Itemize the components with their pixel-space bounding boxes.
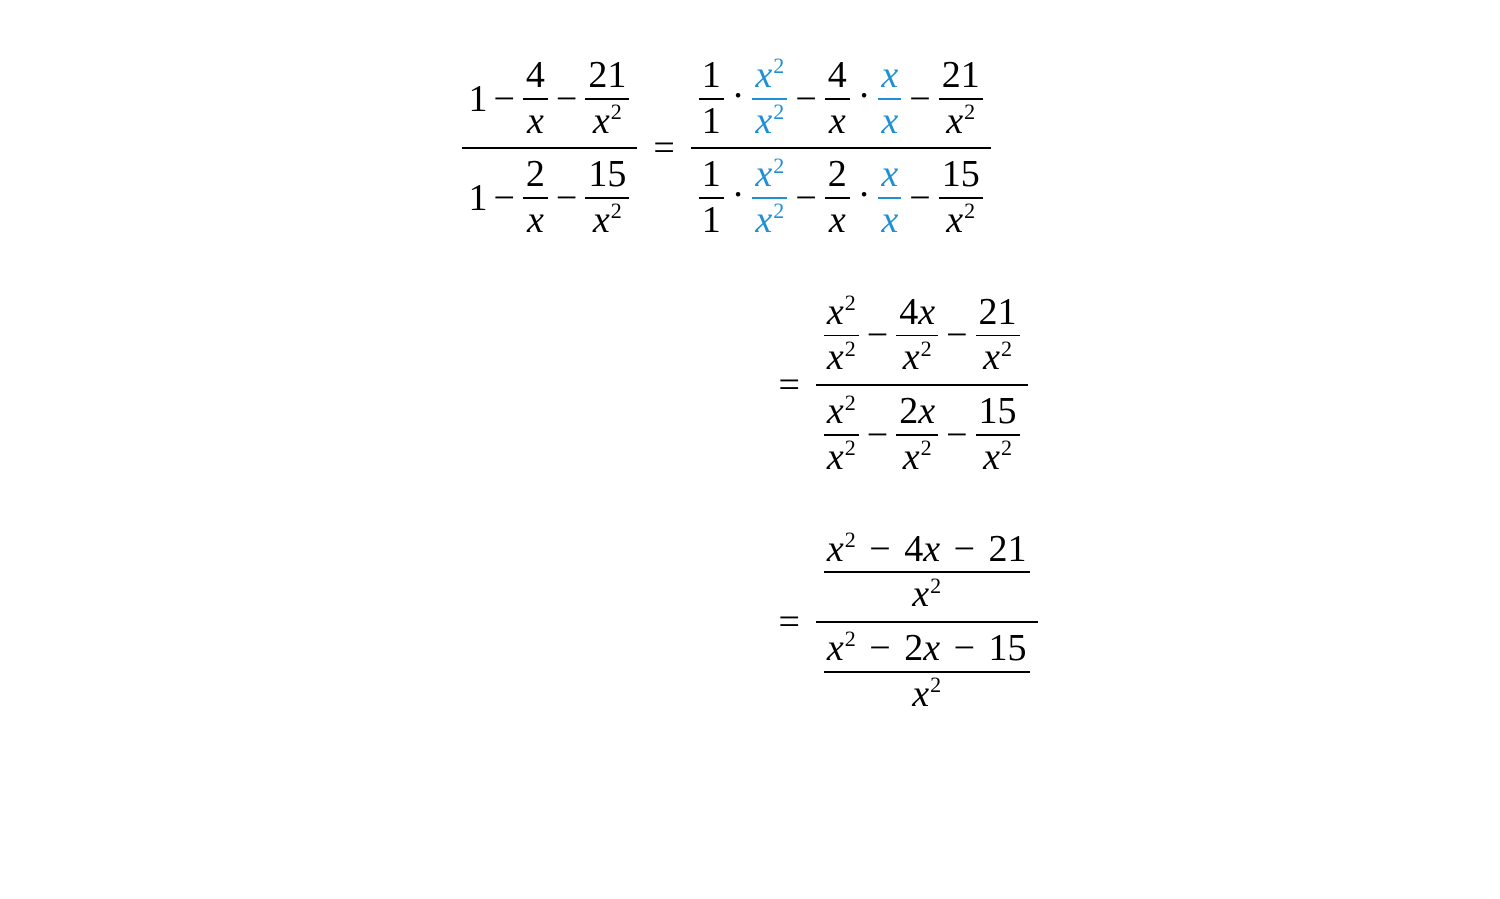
frac-xsq-over-xsq-highlight: x2 x2 bbox=[752, 153, 787, 242]
step2-numerator: x2 x2 − 4x x2 − 21 x2 bbox=[816, 287, 1028, 384]
frac-2-over-x: 2 x bbox=[523, 153, 548, 242]
minus-op: − bbox=[550, 77, 583, 121]
minus-op: − bbox=[789, 176, 822, 220]
frac-1-over-1: 1 1 bbox=[699, 153, 724, 242]
step1-numerator: 1 1 · x2 x2 − 4 x · x bbox=[691, 50, 991, 147]
frac-1-over-1: 1 1 bbox=[699, 54, 724, 143]
frac-15-over-xsq: 15 x2 bbox=[976, 390, 1020, 479]
frac-4-over-x: 4 x bbox=[523, 54, 548, 143]
step2-fraction: x2 x2 − 4x x2 − 21 x2 bbox=[816, 287, 1028, 484]
step3-fraction: x2 − 4x − 21 x2 x2 − 2x bbox=[816, 524, 1038, 721]
minus-op: − bbox=[487, 77, 520, 121]
frac-15-over-xsq: 15 x2 bbox=[585, 153, 629, 242]
frac-xsq-over-xsq: x2 x2 bbox=[824, 291, 859, 380]
minus-op: − bbox=[861, 413, 894, 457]
frac-poly-over-xsq-top: x2 − 4x − 21 x2 bbox=[824, 528, 1030, 617]
dot-op: · bbox=[726, 74, 751, 118]
equals-sign: = bbox=[637, 126, 690, 170]
equals-sign: = bbox=[762, 600, 815, 644]
minus-op: − bbox=[861, 313, 894, 357]
const-1: 1 bbox=[468, 176, 487, 220]
frac-21-over-xsq: 21 x2 bbox=[939, 54, 983, 143]
step1-fraction: 1 1 · x2 x2 − 4 x · x bbox=[691, 50, 991, 247]
frac-xsq-over-xsq: x2 x2 bbox=[824, 390, 859, 479]
math-derivation: 1 − 4 x − 21 x2 1 − 2 bbox=[462, 0, 1037, 760]
frac-x-over-x-highlight: x x bbox=[878, 54, 901, 143]
dot-op: · bbox=[726, 173, 751, 217]
equation-row-1: 1 − 4 x − 21 x2 1 − 2 bbox=[462, 50, 1037, 247]
minus-op: − bbox=[789, 77, 822, 121]
dot-op: · bbox=[852, 173, 877, 217]
step1-denominator: 1 1 · x2 x2 − 2 x · x bbox=[691, 149, 991, 246]
frac-2-over-x: 2 x bbox=[825, 153, 850, 242]
lhs-denominator: 1 − 2 x − 15 x2 bbox=[462, 149, 637, 246]
const-1: 1 bbox=[468, 77, 487, 121]
frac-4x-over-xsq: 4x x2 bbox=[896, 291, 938, 380]
equals-sign: = bbox=[762, 363, 815, 407]
minus-op: − bbox=[940, 313, 973, 357]
equation-row-2: = x2 x2 − 4x x2 − 21 x2 bbox=[462, 287, 1037, 484]
minus-op: − bbox=[940, 413, 973, 457]
equation-row-3: = x2 − 4x − 21 x2 bbox=[462, 524, 1037, 721]
step2-denominator: x2 x2 − 2x x2 − 15 x2 bbox=[816, 386, 1028, 483]
step3-denominator: x2 − 2x − 15 x2 bbox=[816, 623, 1038, 720]
step3-numerator: x2 − 4x − 21 x2 bbox=[816, 524, 1038, 621]
minus-op: − bbox=[550, 176, 583, 220]
frac-15-over-xsq: 15 x2 bbox=[939, 153, 983, 242]
frac-4-over-x: 4 x bbox=[825, 54, 850, 143]
frac-x-over-x-highlight: x x bbox=[878, 153, 901, 242]
dot-op: · bbox=[852, 74, 877, 118]
minus-op: − bbox=[903, 77, 936, 121]
minus-op: − bbox=[487, 176, 520, 220]
frac-21-over-xsq: 21 x2 bbox=[976, 291, 1020, 380]
minus-op: − bbox=[903, 176, 936, 220]
frac-poly-over-xsq-bottom: x2 − 2x − 15 x2 bbox=[824, 627, 1030, 716]
frac-2x-over-xsq: 2x x2 bbox=[896, 390, 938, 479]
frac-21-over-xsq: 21 x2 bbox=[585, 54, 629, 143]
lhs-numerator: 1 − 4 x − 21 x2 bbox=[462, 50, 637, 147]
frac-xsq-over-xsq-highlight: x2 x2 bbox=[752, 54, 787, 143]
lhs-fraction: 1 − 4 x − 21 x2 1 − 2 bbox=[462, 50, 637, 247]
